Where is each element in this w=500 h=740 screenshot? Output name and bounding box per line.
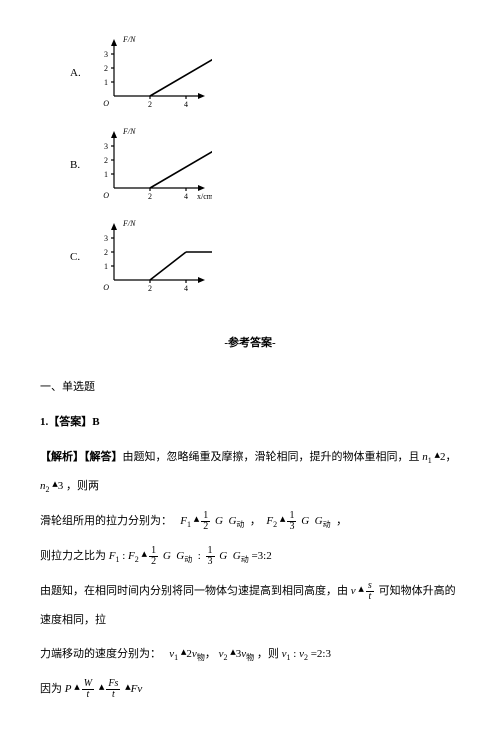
svg-text:4: 4 [184, 100, 188, 109]
svg-text:3: 3 [104, 234, 108, 243]
explanation-line-3: 则拉力之比为 F1 : F2 ▴12 G G动 : 13 G G动 =3:2 [40, 542, 460, 571]
q1-answer: 1.【答案】B [40, 409, 460, 435]
graph-A: F/N123246x/cmO [92, 34, 212, 112]
svg-text:F/N: F/N [122, 35, 136, 44]
option-label: C. [70, 244, 92, 270]
t3: 则拉力之比为 [40, 550, 109, 562]
svg-text:2: 2 [104, 156, 108, 165]
svg-text:1: 1 [104, 78, 108, 87]
t2: 滑轮组所用的拉力分别为： [40, 515, 172, 527]
svg-text:O: O [103, 283, 109, 292]
explanation-line-1: 【解析】【解答】由题知，忽略绳重及摩擦，滑轮相同，提升的物体重相同，且 n1 ▴… [40, 443, 460, 501]
svg-text:1: 1 [104, 262, 108, 271]
t1a: 由题知，忽略绳重及摩擦，滑轮相同，提升的物体重相同，且 [123, 451, 423, 463]
t6: 因为 [40, 683, 65, 695]
option-row-C: C.F/N123246x/cmO [70, 218, 460, 296]
option-label: A. [70, 60, 92, 86]
svg-text:2: 2 [148, 100, 152, 109]
svg-text:2: 2 [104, 248, 108, 257]
explanation-line-6: 因为 P ▴Wt ▴Fst ▴Fv [40, 675, 460, 704]
graph-B: F/N1232467x/cmO [92, 126, 212, 204]
explanation-line-2: 滑轮组所用的拉力分别为： F1 ▴12 G G动 ， F2 ▴13 G G动 ， [40, 507, 460, 536]
t5b: ，则 [257, 648, 282, 660]
section-1-title: 一、单选题 [40, 374, 460, 400]
answers-header: -参考答案- [40, 330, 460, 356]
svg-text:x/cm: x/cm [197, 192, 212, 201]
svg-text:3: 3 [104, 50, 108, 59]
t1b: ，则两 [63, 480, 99, 492]
svg-text:O: O [103, 99, 109, 108]
svg-text:O: O [103, 191, 109, 200]
svg-text:4: 4 [184, 192, 188, 201]
t3e: =3:2 [249, 550, 272, 562]
svg-text:F/N: F/N [122, 219, 136, 228]
explanation-line-5: 力端移动的速度分别为： v1 ▴2v物， v2 ▴3v物 ，则 v1 : v2 … [40, 640, 460, 669]
explain-label: 【解析】【解答】 [40, 451, 123, 463]
svg-text:2: 2 [148, 284, 152, 293]
svg-text:2: 2 [148, 192, 152, 201]
graph-C: F/N123246x/cmO [92, 218, 212, 296]
t5a: 力端移动的速度分别为： [40, 648, 161, 660]
svg-text:F/N: F/N [122, 127, 136, 136]
svg-text:2: 2 [104, 64, 108, 73]
svg-text:4: 4 [184, 284, 188, 293]
option-label: B. [70, 152, 92, 178]
option-row-A: A.F/N123246x/cmO [70, 34, 460, 112]
svg-text:3: 3 [104, 142, 108, 151]
svg-text:1: 1 [104, 170, 108, 179]
option-row-B: B.F/N1232467x/cmO [70, 126, 460, 204]
explanation-line-4: 由题知，在相同时间内分别将同一物体匀速提高到相同高度，由 v ▴st 可知物体升… [40, 577, 460, 634]
t4a: 由题知，在相同时间内分别将同一物体匀速提高到相同高度，由 [40, 585, 351, 597]
